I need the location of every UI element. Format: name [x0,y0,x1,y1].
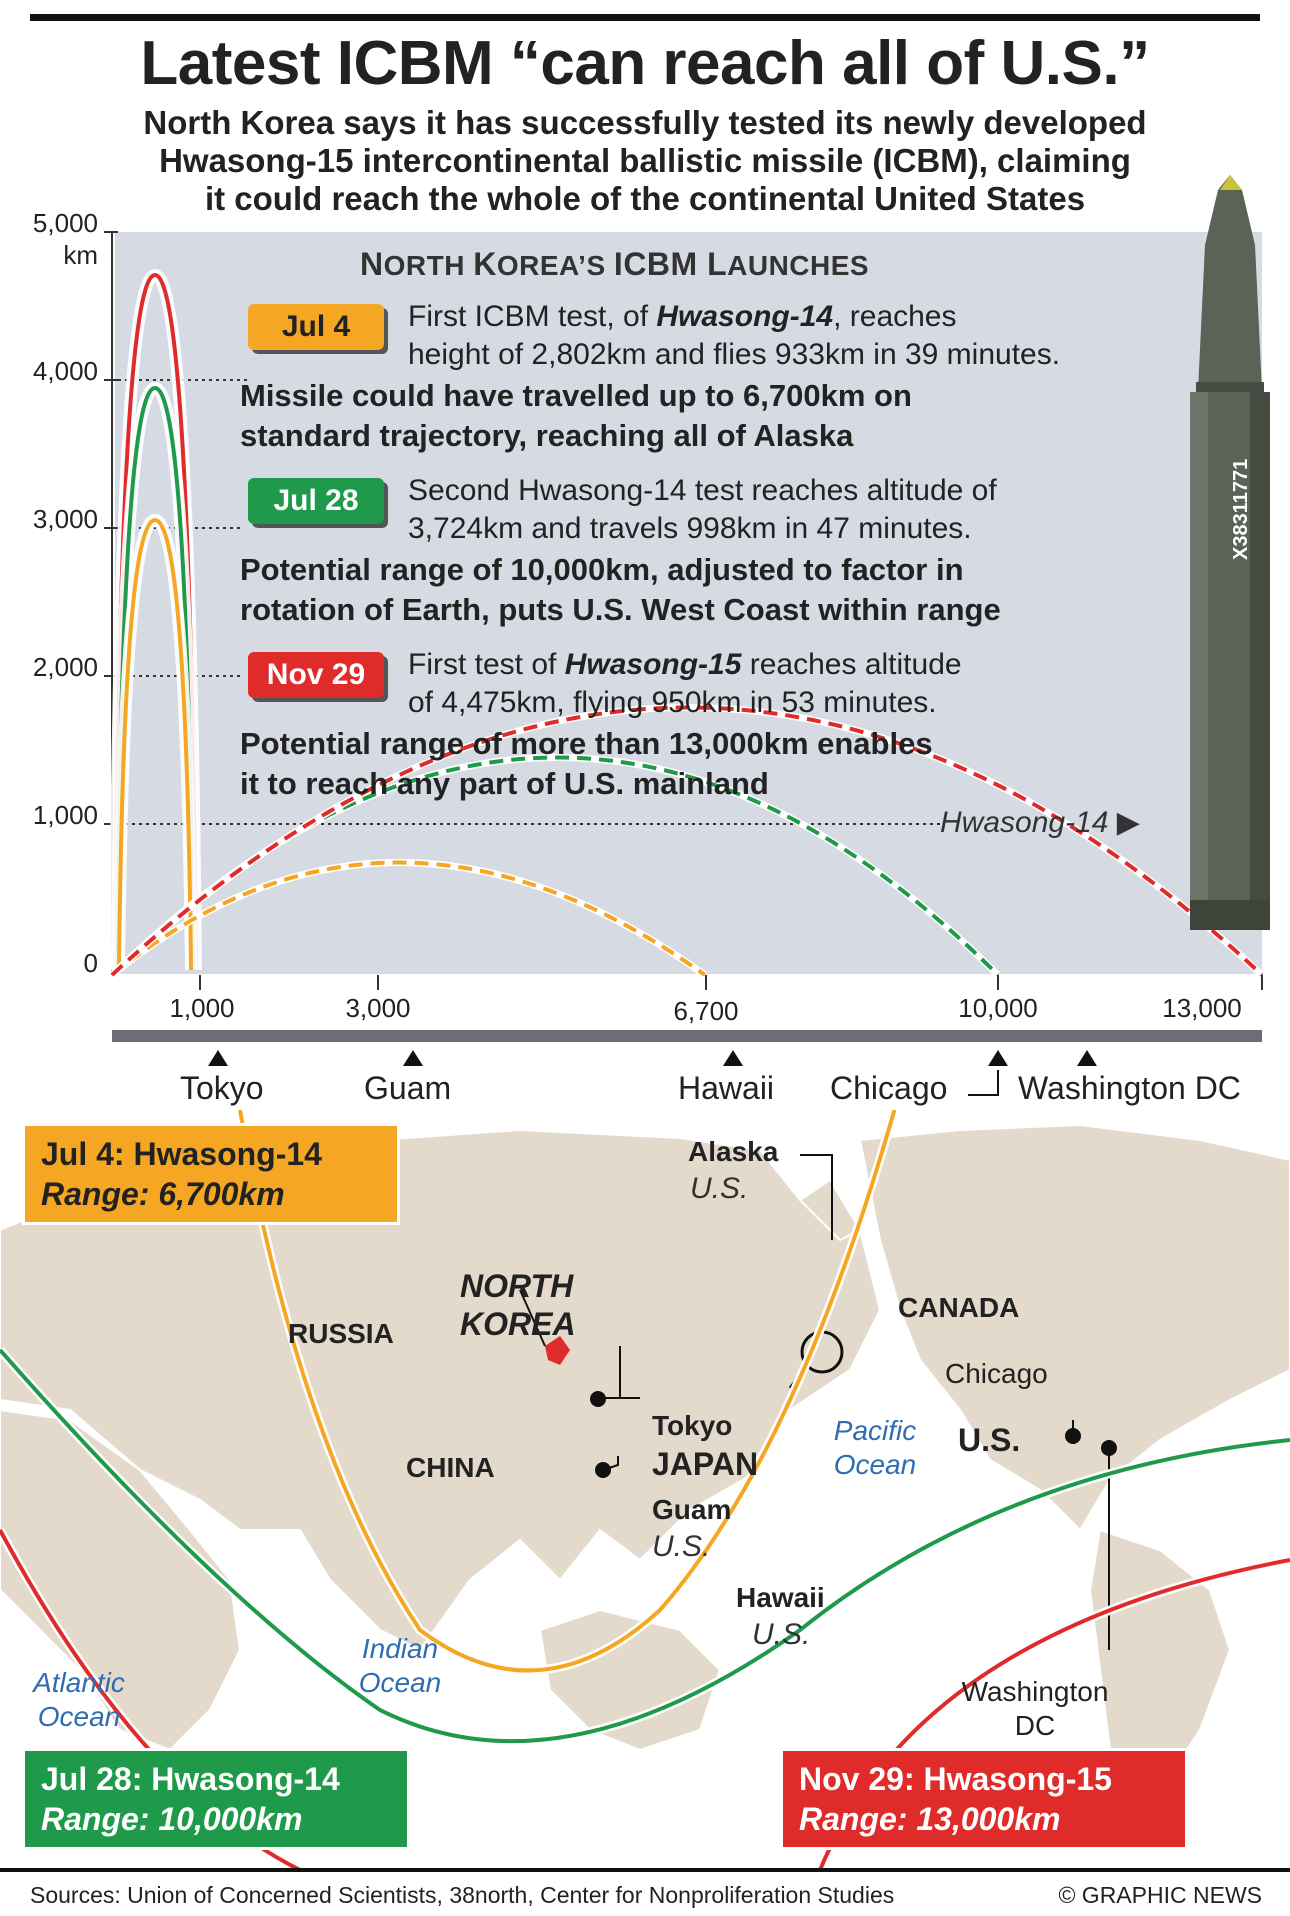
label-alaska: Alaska [688,1136,779,1167]
north-korea-shape [545,1336,570,1365]
label-chicago: Chicago [945,1358,1048,1389]
x-tick-1000: 1,000 [169,993,235,1023]
australia [538,1608,722,1752]
y-tick-3000: 3,000 [32,504,98,534]
jul4-bold2: standard trajectory, reaching all of Ala… [240,418,854,453]
jul28-range-ring [0,1348,1290,1744]
jul4-range-title: Jul 4: Hwasong-14 [41,1136,322,1172]
label-korea: KOREA [460,1306,576,1342]
tag-jul28: Jul 28 [248,478,384,524]
label-japan: JAPAN [652,1446,759,1482]
panel-title: NORTH KOREA’S ICBM LAUNCHES [360,246,870,282]
label-guam: Guam [652,1494,732,1525]
jul28-range-box: Jul 28: Hwasong-14 Range: 10,000km [22,1748,410,1850]
missile-illustration [1190,175,1270,930]
jul28-line2: 3,724km and travels 998km in 47 minutes. [408,512,972,545]
x-tick-10000: 10,000 [958,993,1038,1023]
nov29-bold1: Potential range of more than 13,000km en… [240,726,933,761]
jul4-line1: First ICBM test, of Hwasong-14, reaches [408,300,957,333]
trajectory-chart [104,175,1270,1096]
subtitle-line-3: it could reach the whole of the continen… [204,180,1086,217]
y-tick-2000: 2,000 [32,652,98,682]
label-washington: Washington [961,1676,1109,1707]
x-tick-6700: 6,700 [673,996,739,1026]
jul28-range-title: Jul 28: Hwasong-14 [41,1761,340,1797]
jul28-range-value: Range: 10,000km [41,1801,303,1837]
nov29-range-box: Nov 29: Hwasong-15 Range: 13,000km [780,1748,1188,1850]
tag-jul4: Jul 4 [248,304,384,350]
jul4-range-trajectory [110,860,707,977]
africa [0,1408,242,1752]
label-north: NORTH [460,1268,574,1304]
guam-marker [403,1050,423,1066]
nov29-range-value: Range: 13,000km [799,1801,1061,1837]
nov29-bold2: it to reach any part of U.S. mainland [240,766,769,801]
gridlines [118,379,940,825]
jul28-line1: Second Hwasong-14 test reaches altitude … [408,474,997,507]
y-tick-0: 0 [83,948,98,978]
label-hawaii: Hawaii [736,1582,825,1613]
x-tick-3000: 3,000 [345,993,411,1023]
copyright-text: © GRAPHIC NEWS [1058,1882,1262,1908]
label-alaska-us: U.S. [690,1172,749,1205]
jul4-range-ring [238,1110,897,1673]
chicago-leader [968,1070,999,1096]
distance-bar [112,1030,1262,1042]
tokyo-marker [208,1050,228,1066]
label-us-mainland: U.S. [958,1422,1021,1458]
nov29-range-trajectory [110,705,1264,977]
city-guam: Guam [364,1070,452,1106]
y-tick-4000: 4,000 [32,356,98,386]
label-canada: CANADA [898,1292,1020,1323]
jul4-line2: height of 2,802km and flies 933km in 39 … [408,338,1061,371]
jul28-bold2: rotation of Earth, puts U.S. West Coast … [240,592,1001,627]
city-hawaii: Hawaii [678,1070,775,1106]
city-chicago: Chicago [830,1070,948,1106]
y-tick-5000: 5,000 [32,208,98,238]
jul4-range-box: Jul 4: Hwasong-14 Range: 6,700km [22,1123,400,1225]
label-indian-ocean: Indian Ocean [358,1633,442,1698]
eurasia [0,1128,882,1652]
label-guam-us: U.S. [652,1530,711,1563]
city-washington-dc: Washington DC [1018,1070,1241,1106]
jul28-bold1: Potential range of 10,000km, adjusted to… [240,552,964,587]
x-axis-ticks [199,975,1263,990]
label-dc: DC [1014,1710,1056,1741]
jul4-bold1: Missile could have travelled up to 6,700… [240,378,912,413]
label-china: CHINA [406,1452,495,1483]
world-map [0,1110,1290,1870]
page-title: Latest ICBM “can reach all of U.S.” [140,29,1150,98]
jul28-range-trajectory [110,755,1000,977]
subtitle-line-2: Hwasong-15 intercontinental ballistic mi… [159,142,1131,179]
chart-panel [115,232,1262,974]
city-markers [208,1050,1097,1066]
subtitle-line-1: North Korea says it has successfully tes… [143,104,1147,141]
jul4-range-value: Range: 6,700km [41,1176,285,1212]
label-russia: RUSSIA [288,1318,394,1349]
label-tokyo: Tokyo [652,1410,733,1441]
y-unit: km [63,240,98,270]
footer-rule [0,1868,1290,1872]
sources-text: Sources: Union of Concerned Scientists, … [30,1882,895,1908]
hawaii-marker [723,1050,743,1066]
nov29-range-title: Nov 29: Hwasong-15 [799,1761,1112,1797]
missile-serial: Х38311771 [1230,458,1252,560]
x-tick-13000: 13,000 [1162,993,1242,1023]
hwasong14-label: Hwasong-14 ▶ [940,806,1140,839]
city-tokyo: Tokyo [180,1070,264,1106]
label-hawaii-us: U.S. [752,1618,811,1651]
chicago-marker [988,1050,1008,1066]
washington-marker [1077,1050,1097,1066]
label-pacific-ocean: Pacific Ocean [833,1415,917,1480]
jul4-lofted-trajectory [117,517,193,971]
map-leaders [519,1154,1110,1650]
top-rule [30,14,1260,21]
land-masses [0,1123,1290,1812]
label-atlantic-ocean: Atlantic Ocean [33,1667,125,1732]
nov29-line2: of 4,475km, flying 950km in 53 minutes. [408,686,937,719]
tag-nov29: Nov 29 [248,652,384,698]
nov29-line1: First test of Hwasong-15 reaches altitud… [408,648,962,681]
y-tick-1000: 1,000 [32,800,98,830]
